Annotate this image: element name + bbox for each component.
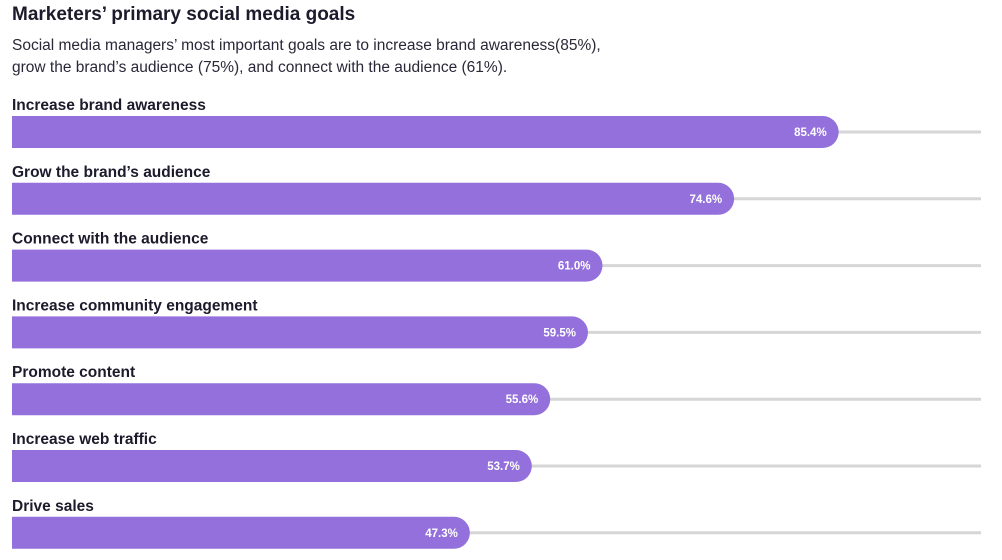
value-label: 59.5% [543, 327, 576, 339]
value-label: 53.7% [487, 461, 520, 473]
value-label: 47.3% [425, 528, 458, 540]
value-label: 74.6% [690, 194, 723, 206]
bar [12, 516, 470, 549]
bar [12, 249, 603, 282]
chart-title: Marketers’ primary social media goals [12, 4, 356, 25]
category-label: Grow the brand’s audience [12, 164, 211, 181]
bar [12, 316, 588, 349]
category-label: Promote content [12, 364, 135, 381]
value-label: 55.6% [506, 394, 539, 406]
category-label: Increase brand awareness [12, 97, 206, 114]
category-label: Drive sales [12, 498, 94, 515]
bar [12, 182, 735, 215]
category-label: Increase community engagement [12, 297, 258, 314]
value-label: 61.0% [558, 261, 591, 273]
bar [12, 450, 532, 482]
value-label: 85.4% [794, 127, 827, 139]
subtitle-line-2: grow the brand’s audience (75%), and con… [12, 59, 508, 76]
category-label: Connect with the audience [12, 231, 209, 248]
bar [12, 116, 839, 148]
subtitle-line-1: Social media managers’ most important go… [12, 37, 601, 54]
chart-subtitle: Social media managers’ most important go… [12, 35, 772, 79]
category-label: Increase web traffic [12, 431, 157, 448]
bar [12, 383, 551, 416]
